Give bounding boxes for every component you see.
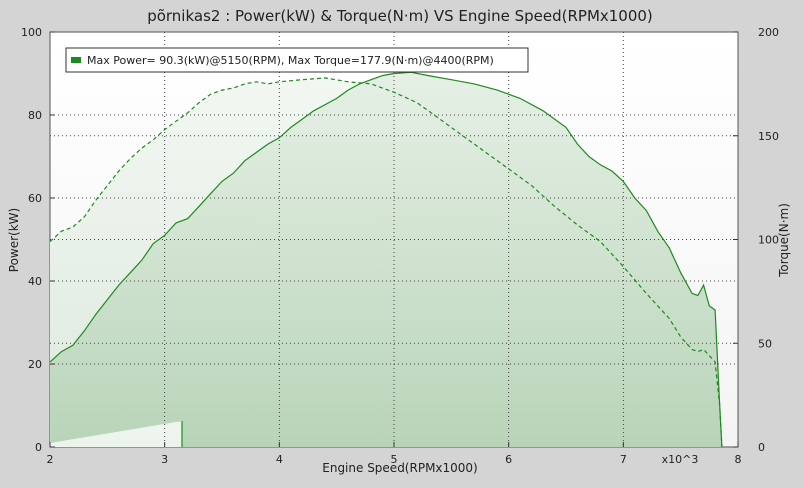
x-tick-label: 2 [47, 453, 54, 466]
y-left-tick-label: 60 [28, 192, 42, 205]
series-line-torque [50, 77, 723, 447]
x-tick-label: 8 [735, 453, 742, 466]
legend-swatch [71, 57, 81, 63]
y-axis-left-ticks: 0 20 40 60 80 100 [21, 26, 55, 454]
y-axis-right-label: Torque(N·m) [777, 203, 791, 278]
y-right-tick-label: 200 [758, 26, 779, 39]
legend: Max Power= 90.3(kW)@5150(RPM), Max Torqu… [65, 47, 529, 73]
x-tick-label: 6 [505, 453, 512, 466]
y-axis-left-label: Power(kW) [7, 208, 21, 272]
filled-areas [50, 72, 722, 447]
y-left-tick-label: 40 [28, 275, 42, 288]
series-line-power [50, 71, 723, 447]
low-rpm-shading [50, 421, 182, 447]
y-axis-right-ticks: 0 50 100 150 200 [733, 26, 779, 454]
x-tick-label: 5 [391, 453, 398, 466]
y-right-tick-label: 0 [758, 441, 765, 454]
y-right-tick-label: 150 [758, 130, 779, 143]
y-left-tick-label: 20 [28, 358, 42, 371]
x-axis-ticks: 2 3 4 5 6 7 8 [47, 442, 742, 466]
legend-box [65, 47, 529, 73]
series-lines [50, 71, 723, 447]
y-left-tick-label: 100 [21, 26, 42, 39]
x-axis-label: Engine Speed(RPMx1000) [322, 461, 478, 475]
y-left-tick-label: 0 [35, 441, 42, 454]
x-tick-label: 3 [161, 453, 168, 466]
legend-text: Max Power= 90.3(kW)@5150(RPM), Max Torqu… [87, 54, 494, 67]
chart-title: põrnikas2 : Power(kW) & Torque(N·m) VS E… [147, 7, 653, 25]
x-tick-label: 7 [620, 453, 627, 466]
x-tick-label: 4 [276, 453, 283, 466]
grid-lines [50, 32, 738, 447]
y-right-tick-label: 50 [758, 337, 772, 350]
x-axis-multiplier: x10^3 [662, 453, 699, 466]
y-left-tick-label: 80 [28, 109, 42, 122]
y-right-tick-label: 100 [758, 234, 779, 247]
power-area [50, 72, 722, 447]
